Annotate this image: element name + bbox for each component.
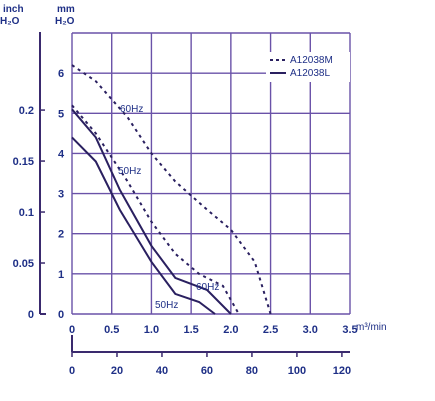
y-inch-tick-label: 0.1 xyxy=(19,207,34,219)
x-m3-tick-label: 2.0 xyxy=(223,324,238,336)
legend-box xyxy=(266,52,350,82)
y-mm-tick-label: 6 xyxy=(58,68,64,80)
y-inch-tick-label: 0 xyxy=(28,309,34,321)
y-mm-ticks: 0 1 2 3 4 5 6 xyxy=(58,68,65,321)
annotation-60hz-l: 60Hz xyxy=(196,282,219,293)
x-cfm-tick-label: 120 xyxy=(333,365,351,377)
y-inch-tick-label: 0.05 xyxy=(13,258,34,270)
y-inch-ticks: 0 0.05 0.1 0.15 0.2 xyxy=(13,105,45,321)
x-m3-tick-label: 0.5 xyxy=(104,324,119,336)
x-m3-ticks: 0 0.5 1.0 1.5 2.0 2.5 3.0 3.5 xyxy=(69,324,358,336)
y-mm-unit-top: mm xyxy=(57,4,75,15)
x-cfm-tick-label: 80 xyxy=(246,365,258,377)
x-m3-tick-label: 0 xyxy=(69,324,75,336)
y-mm-tick-label: 1 xyxy=(58,269,64,281)
x-m3-tick-label: 3.5 xyxy=(342,324,357,336)
x-cfm-ticks: 0 20 40 60 80 100 120 xyxy=(69,352,351,377)
y-mm-tick-label: 4 xyxy=(58,148,65,160)
y-inch-unit-top: inch xyxy=(3,4,24,15)
x-cfm-tick-label: 40 xyxy=(156,365,168,377)
x-m3-tick-label: 3.0 xyxy=(303,324,318,336)
legend: A12038M A12038L xyxy=(266,52,350,82)
curve-a12038m-60hz xyxy=(71,64,272,315)
x-m3-unit: m³/min xyxy=(356,322,387,333)
x-m3-tick-label: 2.5 xyxy=(263,324,278,336)
annotation-50hz-l: 50Hz xyxy=(155,300,178,311)
annotation-60hz-m: 60Hz xyxy=(120,104,143,115)
y-mm-tick-label: 0 xyxy=(58,309,64,321)
y-mm-tick-label: 3 xyxy=(58,189,64,201)
y-inch-tick-label: 0.15 xyxy=(13,156,34,168)
x-cfm-tick-label: 20 xyxy=(111,365,123,377)
legend-label-l: A12038L xyxy=(290,68,330,79)
y-mm-tick-label: 2 xyxy=(58,229,64,241)
y-inch-unit-bottom: H₂O xyxy=(0,16,20,27)
x-cfm-tick-label: 0 xyxy=(69,365,75,377)
x-cfm-tick-label: 100 xyxy=(288,365,306,377)
legend-label-m: A12038M xyxy=(290,55,333,66)
x-cfm-tick-label: 60 xyxy=(201,365,213,377)
y-mm-unit-bottom: H₂O xyxy=(55,16,75,27)
curve-a12038l-50hz xyxy=(71,136,216,315)
y-mm-tick-label: 5 xyxy=(58,108,64,120)
curve-a12038l-60hz xyxy=(71,108,232,315)
y-inch-tick-label: 0.2 xyxy=(19,105,34,117)
curves-group xyxy=(71,64,272,315)
curve-a12038m-50hz xyxy=(71,104,240,315)
annotation-50hz-m: 50Hz xyxy=(118,166,141,177)
x-m3-tick-label: 1.5 xyxy=(183,324,198,336)
x-m3-tick-label: 1.0 xyxy=(144,324,159,336)
